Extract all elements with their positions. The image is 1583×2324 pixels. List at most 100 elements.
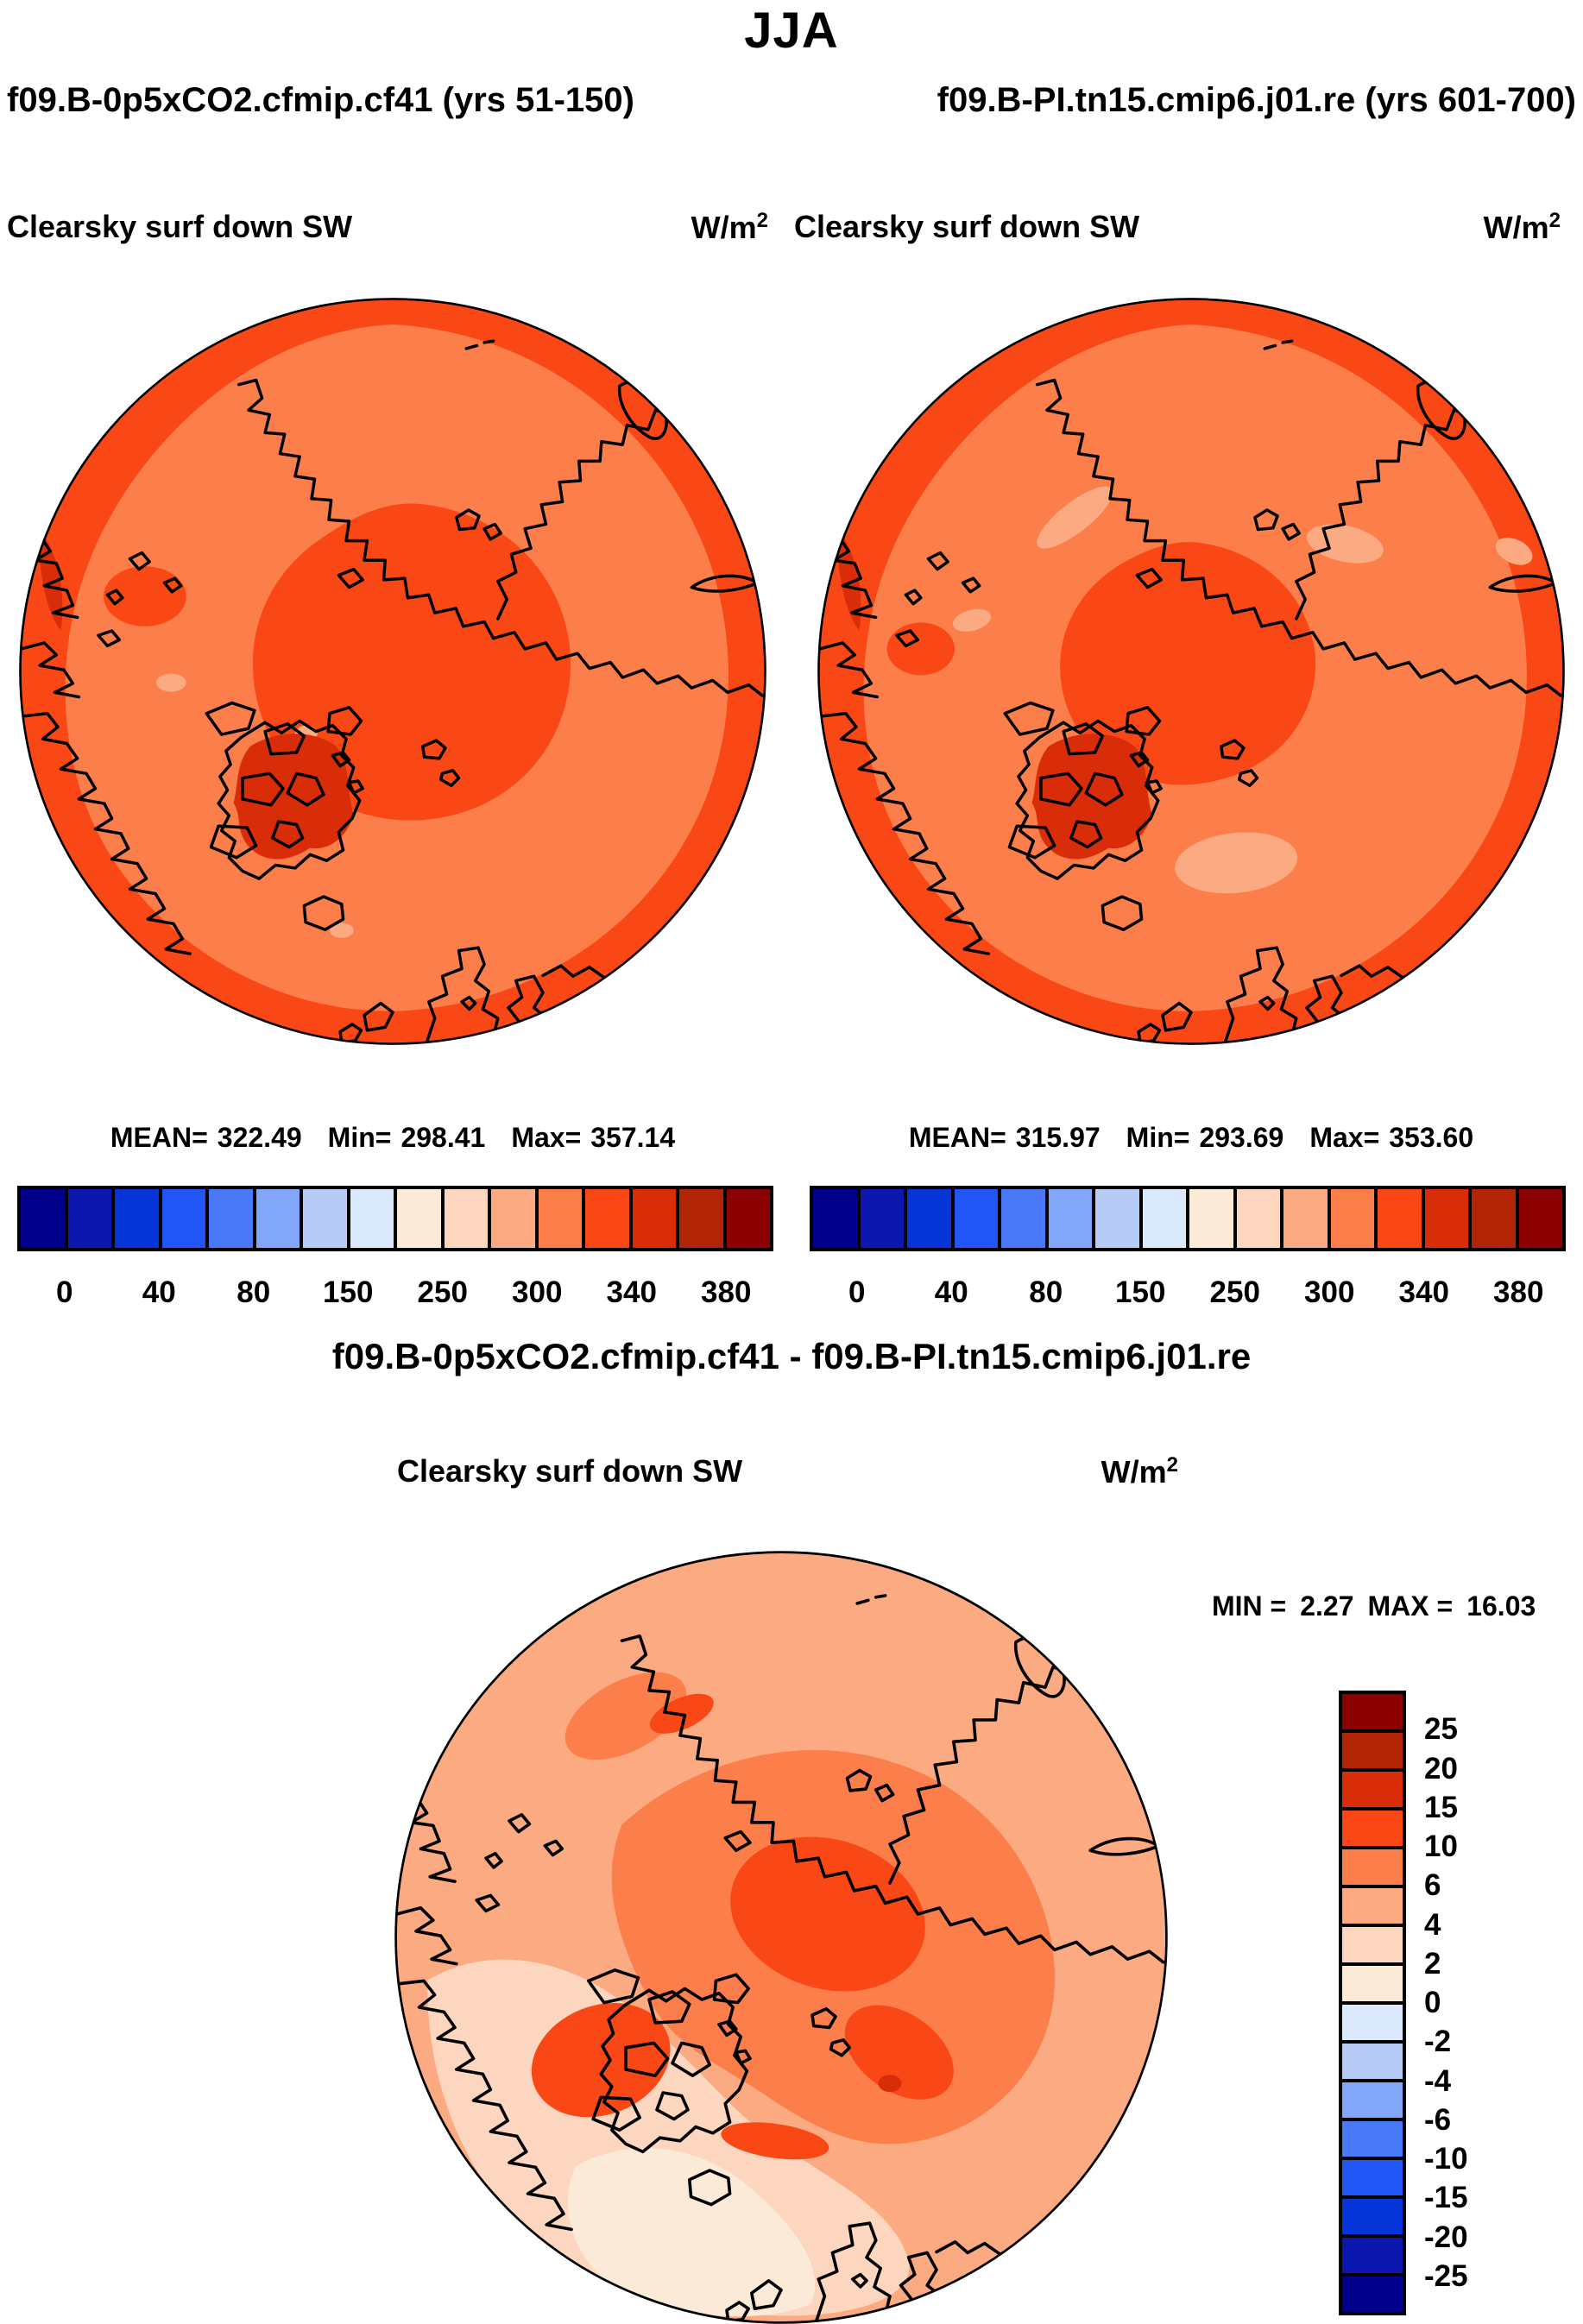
colorbar-cell [1342,1807,1403,1846]
colorbar-cell [1342,1694,1403,1729]
panel-left-units-label: W/m2 [691,209,768,245]
run-title-right: f09.B-PI.tn15.cmip6.j01.re (yrs 601-700) [937,81,1576,119]
colorbar-cell [1342,2001,1403,2040]
colorbar-tick-label: 0 [848,1275,866,1309]
colorbar-cell [582,1189,629,1248]
panel-right-header: Clearsky surf down SW W/m2 [794,209,1561,246]
colorbar-cell [440,1189,488,1248]
map-left-polar-plot [19,298,766,1045]
colorbar-cell [1342,1885,1403,1924]
panel-diff-header: Clearsky surf down SW W/m2 [397,1453,1178,1490]
colorbar-tick-label: 150 [1115,1275,1166,1309]
colorbar-tick-label: 80 [237,1275,271,1309]
colorbar-tick-label: 250 [1209,1275,1260,1309]
colorbar-left-labels: 0 40 80 150 250 300 340 380 [17,1275,773,1317]
colorbar-tick-label: 4 [1424,1907,1441,1942]
colorbar-cell [111,1189,159,1248]
colorbar-cell [1280,1189,1328,1248]
colorbar-cell [1342,1924,1403,1962]
panel-diff-variable-label: Clearsky surf down SW [397,1453,743,1489]
coastlines [20,339,764,1044]
colorbar-tick-label: 0 [56,1275,73,1309]
colorbar-cell [813,1189,857,1248]
colorbar-cell [1092,1189,1139,1248]
colorbar-tick-label: -2 [1424,2025,1452,2059]
colorbar-cell [488,1189,535,1248]
colorbar-tick-label: 300 [1304,1275,1355,1309]
diff-colorbar [1339,1691,1406,2315]
colorbar-cell [1233,1189,1280,1248]
colorbar-tick-label: 6 [1424,1868,1441,1903]
colorbar-right [810,1186,1566,1251]
difference-title: f09.B-0p5xCO2.cfmip.cf41 - f09.B-PI.tn15… [331,1336,1252,1376]
stats-right: MEAN= 315.97 Min= 293.69 Max= 353.60 [908,1122,1474,1153]
colorbar-tick-label: 80 [1029,1275,1063,1309]
colorbar-cell [205,1189,253,1248]
run-title-row: f09.B-0p5xCO2.cfmip.cf41 (yrs 51-150) f0… [7,81,1576,120]
colorbar-cell [1342,2079,1403,2118]
colorbar-tick-label: -4 [1424,2063,1452,2098]
diff-colorbar-labels: 25 20 15 10 6 4 2 0 -2 -4 -6 -10 -15 -20 -25 [1424,1691,1545,2315]
colorbar-tick-label: -20 [1424,2220,1468,2254]
colorbar-cell [1138,1189,1186,1248]
colorbar-cell [64,1189,111,1248]
colorbar-cell [346,1189,394,1248]
panel-left-variable-label: Clearsky surf down SW [7,209,353,244]
figure-title: JJA [744,3,839,59]
colorbar-cell [1515,1189,1562,1248]
colorbar-cell [1421,1189,1468,1248]
colorbar-cell [904,1189,951,1248]
colorbar-tick-label: 20 [1424,1751,1458,1786]
colorbar-cell [1342,2118,1403,2157]
colorbar-tick-label: 10 [1424,1830,1458,1863]
colorbar-cell [1342,2273,1403,2312]
colorbar-cell [676,1189,723,1248]
colorbar-tick-label: 340 [606,1275,657,1309]
colorbar-tick-label: 380 [701,1275,752,1309]
colorbar-cell [722,1189,770,1248]
colorbar-cell [1186,1189,1233,1248]
colorbar-cell [1327,1189,1374,1248]
colorbar-tick-label: 340 [1398,1275,1449,1309]
diff-minmax-stats: MIN = 2.27 MAX = 16.03 [1212,1590,1536,1622]
colorbar-tick-label: 25 [1424,1712,1458,1747]
colorbar-cell [1044,1189,1092,1248]
stats-left: MEAN= 322.49 Min= 298.41 Max= 357.14 [110,1122,676,1153]
colorbar-cell [628,1189,676,1248]
colorbar-cell [950,1189,998,1248]
colorbar-tick-label: 300 [512,1275,563,1309]
panel-right-units-label: W/m2 [1483,209,1561,245]
colorbar-cell [1342,1846,1403,1885]
colorbar-cell [394,1189,441,1248]
colorbar-cell [1468,1189,1516,1248]
colorbar-tick-label: 250 [417,1275,468,1309]
colorbar-cell [1342,2040,1403,2079]
colorbar-cell [1342,1729,1403,1768]
colorbar-cell [1342,2157,1403,2195]
colorbar-cell [300,1189,347,1248]
colorbar-tick-label: 380 [1493,1275,1544,1309]
map-difference-polar-plot [394,1551,1168,2324]
colorbar-tick-label: 2 [1424,1946,1441,1981]
run-title-left: f09.B-0p5xCO2.cfmip.cf41 (yrs 51-150) [7,81,634,119]
colorbar-tick-label: 15 [1424,1790,1458,1824]
colorbar-cell [856,1189,904,1248]
colorbar-cell [534,1189,582,1248]
colorbar-right-labels: 0 40 80 150 250 300 340 380 [810,1275,1566,1317]
colorbar-cell [21,1189,65,1248]
map-right-polar-plot [817,298,1565,1045]
colorbar-cell [1374,1189,1422,1248]
colorbar-tick-label: 150 [323,1275,374,1309]
panel-diff-units-label: W/m2 [1101,1453,1178,1490]
colorbar-tick-label: -15 [1424,2181,1468,2215]
colorbar-cell [1342,1768,1403,1807]
colorbar-tick-label: -10 [1424,2142,1468,2176]
colorbar-tick-label: -25 [1424,2258,1468,2293]
colorbar-tick-label: 40 [934,1275,968,1309]
panel-right-variable-label: Clearsky surf down SW [794,209,1140,244]
colorbar-cell [158,1189,205,1248]
colorbar-cell [1342,1962,1403,2001]
colorbar-cell [1342,2195,1403,2234]
colorbar-tick-label: 0 [1424,1986,1441,2019]
